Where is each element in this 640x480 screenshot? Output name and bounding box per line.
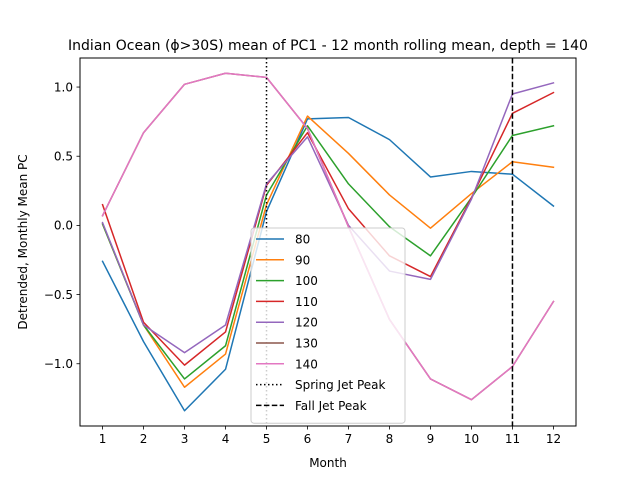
x-tick-label: 9 (427, 432, 435, 446)
legend-label: 110 (295, 295, 318, 309)
y-tick-label: −1.0 (44, 357, 73, 371)
legend-label: Spring Jet Peak (295, 378, 386, 392)
legend-label: 140 (295, 357, 318, 371)
plot-frame (79, 57, 577, 427)
axes: 1 2 3 4 5 6 7 8 9 10 11 12−1.0−0.50.00.51.0 (44, 80, 561, 446)
x-axis-label: Month (309, 456, 347, 470)
chart-title: Indian Ocean (ϕ>30S) mean of PC1 - 12 mo… (68, 38, 588, 54)
legend-label: 80 (295, 233, 310, 247)
series-line-80 (101, 116, 555, 412)
plot-content (101, 58, 555, 426)
y-axis-label: Detrended, Monthly Mean PC (16, 154, 30, 329)
series-line-110 (101, 91, 555, 366)
x-tick-label: 1 (99, 432, 107, 446)
y-tick-label: 0.0 (54, 219, 73, 233)
legend-label: Fall Jet Peak (295, 399, 367, 413)
y-tick-label: 1.0 (54, 80, 73, 94)
legend-label: 130 (295, 337, 318, 351)
x-tick-label: 10 (464, 432, 479, 446)
legend-box (250, 227, 406, 424)
legend-label: 100 (295, 274, 318, 288)
series-line-120 (101, 81, 555, 354)
y-tick-label: 0.5 (54, 150, 73, 164)
x-tick-label: 3 (181, 432, 189, 446)
x-tick-label: 12 (546, 432, 561, 446)
x-tick-label: 6 (304, 432, 312, 446)
x-tick-label: 7 (345, 432, 353, 446)
series-line-140 (101, 72, 555, 401)
series-line-100 (101, 124, 555, 380)
legend-label: 120 (295, 316, 318, 330)
x-tick-label: 11 (505, 432, 520, 446)
legend: 80 90 100 110 120 130 140 Spring Jet Peak Fall J… (250, 227, 406, 424)
x-tick-label: 5 (263, 432, 271, 446)
x-tick-label: 2 (140, 432, 148, 446)
x-tick-label: 8 (386, 432, 394, 446)
legend-label: 90 (295, 253, 310, 267)
y-tick-label: −0.5 (44, 288, 73, 302)
x-tick-label: 4 (222, 432, 230, 446)
